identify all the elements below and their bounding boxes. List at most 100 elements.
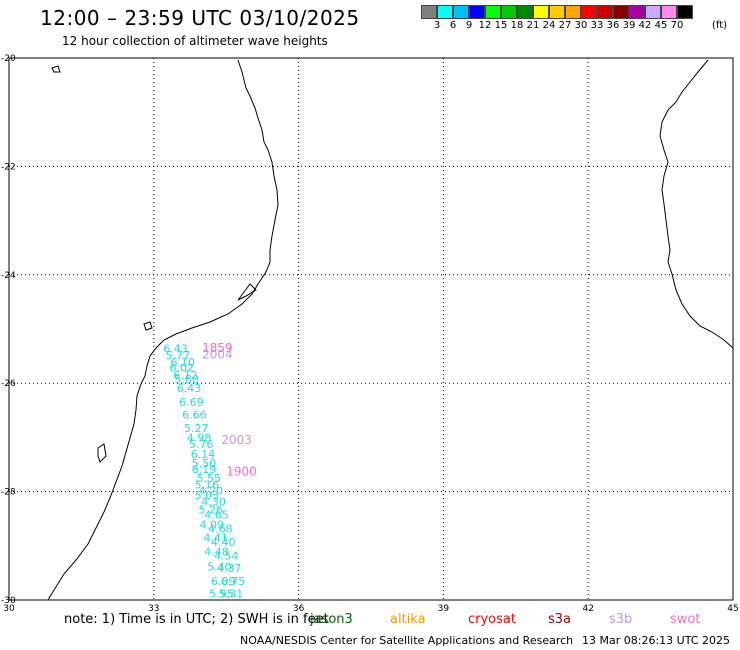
y-tick-label: -26 bbox=[1, 379, 16, 389]
y-tick-label: -30 bbox=[1, 596, 16, 606]
wave-height-label: 6.75 bbox=[221, 575, 246, 588]
y-tick-label: -20 bbox=[1, 54, 16, 64]
legend-swatch bbox=[661, 5, 677, 19]
wave-height-label: 4.09 bbox=[199, 518, 224, 531]
pass-time-label: 1859 bbox=[202, 341, 233, 355]
inland-lake bbox=[143, 321, 153, 331]
legend-tick-label: 33 bbox=[590, 20, 604, 31]
map-title: 12:00 – 23:59 UTC 03/10/2025 bbox=[40, 6, 360, 30]
pass-time-label: 2003 bbox=[221, 433, 252, 447]
observation-layer: 6.435.776.106.026.125.806.436.696.665.27… bbox=[163, 342, 245, 600]
legend-swatch bbox=[629, 5, 645, 19]
sat-label-swot: swot bbox=[670, 612, 700, 627]
wave-height-label: 4.65 bbox=[204, 509, 229, 522]
wave-height-label: 4.41 bbox=[203, 531, 228, 544]
sat-name: altika bbox=[390, 612, 426, 627]
wave-height-label: 6.14 bbox=[191, 448, 216, 461]
wave-height-label: 4.98 bbox=[187, 432, 212, 445]
wave-height-label: 5.26 bbox=[199, 503, 224, 516]
legend-swatch bbox=[533, 5, 549, 19]
wave-height-label: 6.66 bbox=[182, 408, 207, 421]
wave-height-label: 6.69 bbox=[179, 396, 204, 409]
legend-tick-label: 15 bbox=[494, 20, 508, 31]
wave-height-label: 5.77 bbox=[166, 349, 191, 362]
legend-swatch bbox=[613, 5, 629, 19]
legend-tick-label: 42 bbox=[638, 20, 652, 31]
legend-swatch bbox=[565, 5, 581, 19]
x-tick-label: 33 bbox=[148, 604, 159, 614]
wave-height-label: 5.55 bbox=[197, 472, 222, 485]
wave-height-label: 4.30 bbox=[201, 496, 226, 509]
legend-tick-label: 9 bbox=[465, 20, 473, 31]
legend-tick-label: 3 bbox=[433, 20, 441, 31]
credit-line: NOAA/NESDIS Center for Satellite Applica… bbox=[240, 634, 574, 647]
wave-height-label: 4.54 bbox=[214, 549, 239, 562]
wave-height-label: 6.43 bbox=[177, 382, 202, 395]
coastal-lagoon bbox=[237, 283, 257, 301]
sat-label-altika: altika bbox=[390, 612, 426, 627]
legend-swatch bbox=[437, 5, 453, 19]
x-tick-label: 39 bbox=[438, 604, 450, 614]
legend-tick-label: 39 bbox=[622, 20, 636, 31]
sat-name: swot bbox=[670, 612, 701, 627]
wave-height-label: 6.19 bbox=[192, 463, 217, 476]
legend-tick-label: 70 bbox=[670, 20, 684, 31]
africa-coastline bbox=[47, 59, 279, 601]
wave-height-legend: (ft) 3 6 9 12 15 18 21 24 27 30 33 36 39 42 45 70 bbox=[421, 5, 727, 33]
sat-label-cryosat: cryosat bbox=[468, 612, 516, 627]
legend-tick-label: 12 bbox=[478, 20, 492, 31]
legend-swatch bbox=[485, 5, 501, 19]
legend-swatch bbox=[597, 5, 613, 19]
inland-lake bbox=[97, 443, 107, 463]
legend-tick-label: 24 bbox=[542, 20, 556, 31]
sat-label-jason3: jason3 bbox=[310, 612, 353, 627]
x-tick-label: 45 bbox=[727, 604, 738, 614]
wave-height-label: 5.80 bbox=[174, 373, 199, 386]
generated-timestamp: 13 Mar 08:26:13 UTC 2025 bbox=[582, 634, 730, 647]
map-frame bbox=[8, 57, 734, 601]
legend-swatch bbox=[581, 5, 597, 19]
wave-height-label: 5.03 bbox=[195, 489, 220, 502]
legend-swatch bbox=[469, 5, 485, 19]
map-subtitle: 12 hour collection of altimeter wave hei… bbox=[62, 34, 328, 48]
legend-tick-label: 6 bbox=[449, 20, 457, 31]
pass-time-label: 1900 bbox=[226, 464, 257, 478]
wave-height-label: 4.40 bbox=[211, 536, 236, 549]
legend-tick-labels: (ft) 3 6 9 12 15 18 21 24 27 30 33 36 39 42 45 70 bbox=[421, 19, 727, 33]
sat-label-s3b: s3b bbox=[609, 612, 632, 627]
wave-height-label: 4.48 bbox=[204, 546, 229, 559]
legend-tick-label: 18 bbox=[510, 20, 524, 31]
wave-height-label: 4.68 bbox=[208, 522, 233, 535]
wave-height-label: 6.02 bbox=[170, 361, 195, 374]
wave-height-label: 5.50 bbox=[192, 457, 217, 470]
legend-swatch bbox=[421, 5, 437, 19]
inland-lake bbox=[51, 65, 61, 73]
wave-height-label: 5.76 bbox=[189, 438, 214, 451]
x-tick-label: 42 bbox=[582, 604, 593, 614]
axis-labels: 30 33 36 39 42 45 -20 -22 -24 -26 -28 -30 bbox=[1, 54, 739, 614]
legend-swatch bbox=[517, 5, 533, 19]
legend-swatch bbox=[453, 5, 469, 19]
y-tick-label: -24 bbox=[1, 271, 16, 281]
legend-swatch bbox=[501, 5, 517, 19]
wave-height-label: 5.95 bbox=[209, 587, 234, 600]
wave-height-label: 5.16 bbox=[195, 478, 220, 491]
wave-height-label: 4.37 bbox=[217, 562, 242, 575]
legend-swatch bbox=[645, 5, 661, 19]
sat-name: jason3 bbox=[310, 612, 353, 627]
legend-tick-label: 30 bbox=[574, 20, 588, 31]
x-tick-label: 36 bbox=[293, 604, 305, 614]
legend-tick-label: 21 bbox=[526, 20, 540, 31]
footer-note: note: 1) Time is in UTC; 2) SWH is in fe… bbox=[64, 612, 329, 627]
sat-label-s3a: s3a bbox=[548, 612, 571, 627]
legend-swatch bbox=[677, 5, 693, 19]
legend-tick-label: 45 bbox=[654, 20, 668, 31]
legend-swatch bbox=[549, 5, 565, 19]
legend-unit: (ft) bbox=[712, 20, 728, 31]
legend-tick-label: 36 bbox=[606, 20, 620, 31]
x-tick-label: 30 bbox=[3, 604, 15, 614]
sat-name: s3a bbox=[548, 612, 572, 627]
wave-height-label: 6.10 bbox=[171, 356, 196, 369]
